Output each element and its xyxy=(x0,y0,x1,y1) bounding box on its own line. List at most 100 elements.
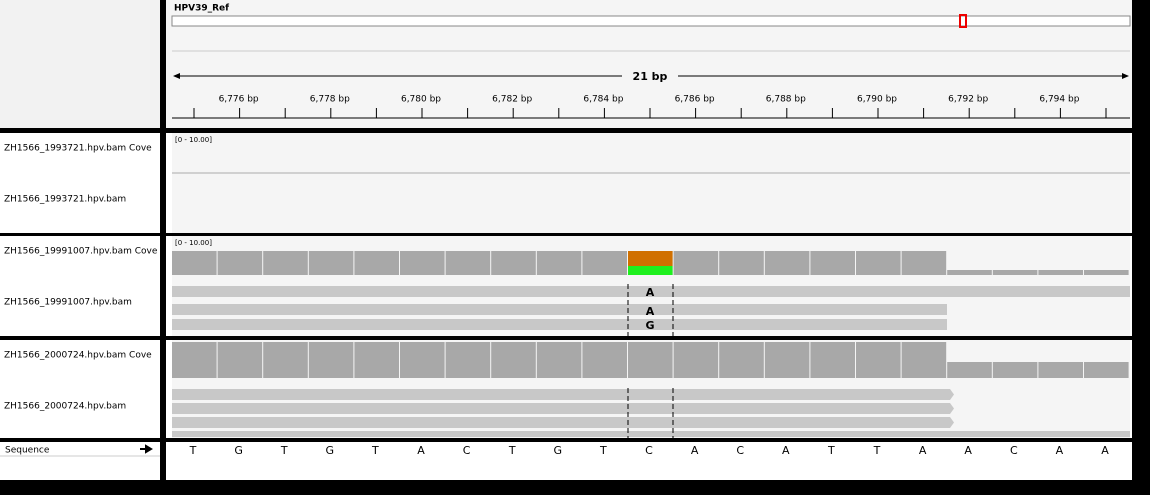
coverage-bar xyxy=(1038,270,1083,275)
read-arrow xyxy=(950,389,954,400)
coverage-bar xyxy=(263,342,308,378)
coverage-bar xyxy=(764,342,810,378)
base: G xyxy=(326,444,335,457)
reads-track-name: ZH1566_2000724.hpv.bam xyxy=(4,402,126,412)
track-name-panel xyxy=(0,236,160,336)
coverage-bar xyxy=(901,251,947,275)
ruler-label: 6,790 bp xyxy=(857,95,897,105)
coverage-bar xyxy=(172,251,217,275)
coverage-track-name: ZH1566_19991007.hpv.bam Cove xyxy=(4,247,158,257)
base: T xyxy=(508,444,516,457)
coverage-bar xyxy=(1084,362,1129,378)
coverage-bar xyxy=(992,270,1038,275)
mismatch-base: A xyxy=(646,286,655,299)
chromosome-ideogram xyxy=(171,15,1131,27)
coverage-bar xyxy=(582,251,627,275)
coverage-bar xyxy=(308,342,354,378)
coverage-bar xyxy=(764,251,810,275)
read-arrow xyxy=(950,403,954,414)
base: T xyxy=(371,444,379,457)
track-name-panel xyxy=(0,133,160,233)
base: G xyxy=(554,444,563,457)
ruler-label: 6,780 bp xyxy=(401,95,441,105)
ruler-label: 6,794 bp xyxy=(1039,95,1079,105)
coverage-bar xyxy=(1038,362,1083,378)
read xyxy=(172,431,1130,437)
ruler-label: 6,792 bp xyxy=(948,95,988,105)
read-arrow xyxy=(950,417,954,428)
coverage-bar xyxy=(628,342,673,378)
coverage-bar xyxy=(947,362,992,378)
strand-arrow[interactable] xyxy=(140,444,153,454)
base: A xyxy=(964,444,972,457)
ruler-label: 6,784 bp xyxy=(583,95,623,105)
coverage-bar xyxy=(856,251,901,275)
coverage-bar xyxy=(810,251,855,275)
coverage-bar xyxy=(354,251,399,275)
coverage-bar xyxy=(445,342,491,378)
coverage-mismatch xyxy=(628,251,673,266)
ruler-label: 6,776 bp xyxy=(219,95,259,105)
base: T xyxy=(873,444,881,457)
coverage-bar xyxy=(992,362,1038,378)
coverage-bar xyxy=(536,251,582,275)
base: A xyxy=(1101,444,1109,457)
coverage-bar xyxy=(400,342,445,378)
base: C xyxy=(736,444,744,457)
data-area xyxy=(172,133,1130,233)
region-marker xyxy=(959,14,967,28)
reads-track-name: ZH1566_1993721.hpv.bam xyxy=(4,195,126,205)
coverage-bar xyxy=(673,342,719,378)
coverage-bar xyxy=(263,251,308,275)
base: T xyxy=(280,444,288,457)
coverage-bar xyxy=(719,251,764,275)
base: A xyxy=(1056,444,1064,457)
base: A xyxy=(691,444,699,457)
base: A xyxy=(782,444,790,457)
base: G xyxy=(234,444,243,457)
coverage-bar xyxy=(719,342,764,378)
coverage-bar xyxy=(354,342,399,378)
mismatch-base: G xyxy=(645,319,654,332)
read xyxy=(172,304,947,315)
reads-track-name: ZH1566_19991007.hpv.bam xyxy=(4,298,132,308)
coverage-bar xyxy=(582,342,627,378)
coverage-mismatch xyxy=(628,266,673,275)
sequence-panel xyxy=(166,442,1132,480)
track-name-panel xyxy=(0,340,160,438)
sequence-label: Sequence xyxy=(5,446,50,456)
coverage-bar xyxy=(445,251,491,275)
span-label: 21 bp xyxy=(633,70,668,83)
reference-name: HPV39_Ref xyxy=(174,4,229,14)
coverage-bar xyxy=(172,342,217,378)
ruler-label: 6,782 bp xyxy=(492,95,532,105)
ruler-label: 6,788 bp xyxy=(766,95,806,105)
read xyxy=(172,417,950,428)
coverage-bar xyxy=(217,342,263,378)
data-range: [0 - 10.00] xyxy=(175,239,212,247)
coverage-bar xyxy=(536,342,582,378)
coverage-track-name: ZH1566_1993721.hpv.bam Cove xyxy=(4,144,152,154)
mismatch-base: A xyxy=(646,305,655,318)
coverage-track-name: ZH1566_2000724.hpv.bam Cove xyxy=(4,351,152,361)
ruler: 6,776 bp 6,778 bp 6,780 bp 6,782 bp 6,784 bp… xyxy=(193,95,1107,118)
header-name-panel xyxy=(0,0,160,128)
coverage-bar xyxy=(400,251,445,275)
coverage-bar xyxy=(308,251,354,275)
coverage-bar xyxy=(1084,270,1129,275)
base: T xyxy=(827,444,835,457)
ruler-label: 6,786 bp xyxy=(675,95,715,105)
read xyxy=(172,403,950,414)
base: C xyxy=(1010,444,1018,457)
tracks: ZH1566_1993721.hpv.bam Cove ZH1566_199372… xyxy=(0,133,1132,438)
ruler-label: 6,778 bp xyxy=(310,95,350,105)
base: A xyxy=(417,444,425,457)
base: C xyxy=(645,444,653,457)
read xyxy=(172,389,950,400)
coverage-bar xyxy=(901,342,947,378)
base: A xyxy=(919,444,927,457)
coverage-bar xyxy=(491,251,536,275)
